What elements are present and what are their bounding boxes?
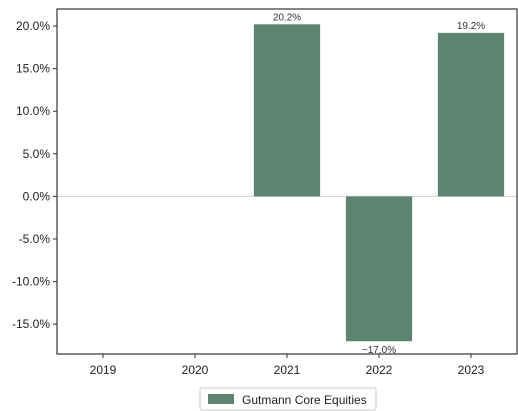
y-tick-label: 5.0% xyxy=(23,147,51,161)
bar-2023 xyxy=(437,32,505,197)
y-tick-label: 10.0% xyxy=(16,104,50,118)
y-tick-label: 0.0% xyxy=(23,189,51,203)
legend-label: Gutmann Core Equities xyxy=(242,393,367,407)
bar-2022 xyxy=(345,196,413,342)
legend: Gutmann Core Equities xyxy=(199,387,377,411)
y-tick-label: -5.0% xyxy=(19,232,51,246)
y-tick-label: 20.0% xyxy=(16,19,50,33)
bars-group xyxy=(253,24,505,342)
x-tick-label-2022: 2022 xyxy=(366,363,393,377)
x-tick-label-2021: 2021 xyxy=(274,363,301,377)
legend-box xyxy=(199,387,377,411)
plot-frame xyxy=(56,8,518,355)
data-labels-group: 20.2% −17.0% 19.2% xyxy=(273,12,485,356)
legend-swatch xyxy=(208,394,234,404)
data-label-2023: 19.2% xyxy=(457,21,485,32)
x-tick-label-2019: 2019 xyxy=(90,363,117,377)
bar-2021 xyxy=(253,24,321,197)
data-label-2021: 20.2% xyxy=(273,12,301,23)
x-axis: 2019 2020 2021 2022 2023 xyxy=(90,354,485,377)
x-tick-label-2023: 2023 xyxy=(458,363,485,377)
x-tick-label-2020: 2020 xyxy=(182,363,209,377)
y-tick-label: -15.0% xyxy=(12,317,50,331)
y-tick-label: -10.0% xyxy=(12,275,50,289)
y-tick-label: 15.0% xyxy=(16,62,50,76)
y-axis: 20.0% 15.0% 10.0% 5.0% 0.0% -5.0% -10.0% -15.0% xyxy=(12,19,57,331)
data-label-2022: −17.0% xyxy=(362,345,396,356)
